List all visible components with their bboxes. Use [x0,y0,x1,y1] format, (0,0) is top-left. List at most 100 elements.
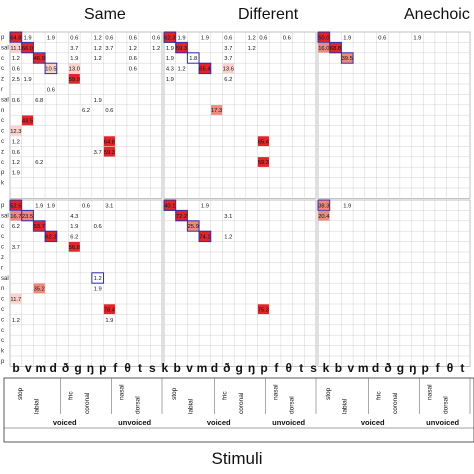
cell-value: 56.8 [69,245,80,251]
row-label: p [1,35,5,41]
stimulus-phoneme-label: b [174,361,181,375]
cell-value: 4.3 [166,67,174,73]
row-label: c [1,328,4,334]
heat-cell [222,63,234,74]
cell-value: 11.7 [10,297,21,303]
manner-label: fric [68,391,75,400]
cell-value: 0.6 [283,35,291,41]
cell-value: 11.1 [10,46,21,52]
voicing-label: unvoiced [118,418,151,427]
cell-value: 1.8 [189,56,197,62]
cell-value: 3.7 [12,245,20,251]
cell-value: 68.8 [330,46,341,52]
cell-value: 12.3 [10,129,21,135]
diagonal-cell-border [198,230,212,243]
cell-value: 75.3 [258,307,269,313]
stimulus-phoneme-label: s [149,361,156,375]
row-label: c [1,224,4,230]
cell-value: 1.9 [178,35,186,41]
manner-label: stop [325,387,332,400]
cell-value: 1.9 [24,35,32,41]
diagonal-cell-border [186,220,200,232]
cell-value: 1.2 [152,46,160,52]
row-label: sal [1,276,9,282]
heat-cell [10,210,22,221]
stimulus-phoneme-label: ð [384,361,391,375]
heat-cell [175,42,188,53]
stimulus-phoneme-label: ŋ [87,361,94,375]
cell-value: 13.6 [223,67,234,73]
place-label: labial [341,398,348,414]
row-label: c [1,234,4,240]
manner-label: nasal [426,384,433,400]
cell-value: 1.2 [248,46,256,52]
stimulus-phoneme-label: d [211,361,218,375]
cell-value: 40.1 [164,203,175,209]
row-label: r [1,87,3,93]
panel-title-same: Same [84,6,126,23]
diagonal-cell-border [9,31,23,43]
cell-value: 0.6 [259,35,267,41]
row-label: p [1,203,5,209]
row-label: sal [1,97,9,103]
heat-cell [103,136,115,147]
cell-value: 4.3 [70,214,78,220]
row-label: k [1,349,5,355]
stimulus-phoneme-label: p [260,361,267,375]
manner-label: fric [376,391,383,400]
cell-value: 0.6 [94,224,102,230]
stimulus-phoneme-label: k [323,361,330,375]
cell-value: 13.0 [69,67,80,73]
manner-label: nasal [118,384,125,400]
cell-value: 0.6 [105,108,113,114]
cell-value: 3.7 [70,46,78,52]
diagonal-cell-border [91,272,105,284]
cell-value: 1.2 [94,35,102,41]
place-label: labial [33,398,40,414]
stimulus-phoneme-label: t [138,361,142,375]
stimulus-phoneme-label: k [161,361,168,375]
stimulus-phoneme-label: f [436,361,441,375]
cell-value: 6.8 [35,98,43,104]
diagonal-cell-border [163,199,177,211]
heat-cell [257,136,269,147]
cell-value: 0.6 [129,35,137,41]
row-label: c [1,307,4,313]
cell-value: 0.6 [82,203,90,209]
heat-cell [21,210,34,221]
row-label: p [1,359,5,365]
stimulus-phoneme-label: v [25,361,32,375]
cell-value: 1.9 [201,203,209,209]
diagonal-cell-border [32,220,46,232]
heat-cell [33,53,45,63]
row-label: z [1,149,4,155]
cell-value: 35.2 [34,287,45,293]
cell-value: 64.8 [10,35,21,41]
cell-value: 1.9 [47,35,55,41]
heat-cell [21,115,34,126]
stimulus-phoneme-label: p [99,361,106,375]
stimulus-phoneme-label: m [197,361,208,375]
row-label: c [1,317,4,323]
cell-value: 3.7 [105,46,113,52]
place-label: coronal [238,392,245,414]
cell-value: 1.9 [24,77,32,83]
cell-value: 6.2 [70,235,78,241]
stimulus-phoneme-label: ð [62,361,69,375]
row-label: c [1,139,4,145]
cell-value: 43.5 [22,119,33,125]
heat-cell [199,231,211,242]
heat-cell [318,200,330,211]
stimulus-phoneme-label: θ [286,361,293,375]
cell-value: 1.9 [94,287,102,293]
stimulus-phoneme-label: θ [447,361,454,375]
stimulus-phoneme-label: m [35,361,46,375]
cell-value: 1.2 [178,67,186,73]
cell-value: 1.9 [343,203,351,209]
cell-value: 6.2 [35,160,43,166]
heat-cell [257,157,269,167]
cell-value: 64.8 [104,139,115,145]
cell-value: 65.4 [258,139,270,145]
stimulus-phoneme-label: m [358,361,369,375]
